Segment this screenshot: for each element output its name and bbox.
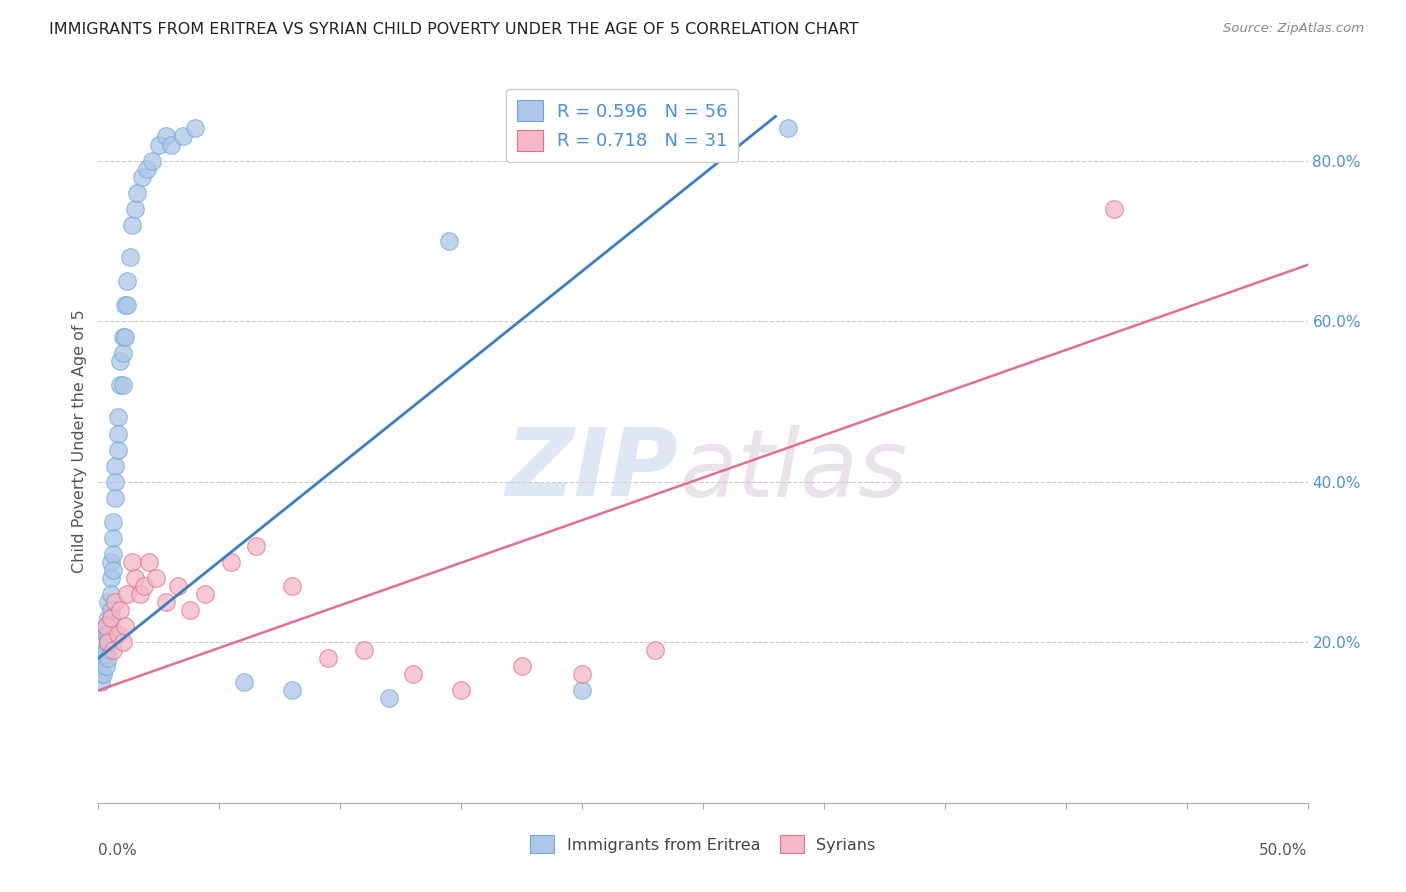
Text: 50.0%: 50.0% — [1260, 843, 1308, 857]
Point — [124, 202, 146, 216]
Point — [167, 579, 190, 593]
Point — [111, 330, 134, 344]
Point — [117, 587, 139, 601]
Point — [402, 667, 425, 681]
Point — [131, 169, 153, 184]
Point — [97, 611, 120, 625]
Point — [94, 659, 117, 673]
Point — [104, 595, 127, 609]
Point — [776, 121, 799, 136]
Point — [101, 563, 124, 577]
Point — [97, 595, 120, 609]
Point — [97, 651, 120, 665]
Point — [108, 378, 131, 392]
Point — [94, 627, 117, 641]
Point — [124, 571, 146, 585]
Text: 0.0%: 0.0% — [98, 843, 138, 857]
Point — [148, 137, 170, 152]
Point — [179, 603, 201, 617]
Point — [127, 186, 149, 200]
Point — [571, 683, 593, 698]
Point — [184, 121, 207, 136]
Point — [128, 587, 150, 601]
Point — [194, 587, 217, 601]
Point — [111, 378, 134, 392]
Point — [107, 410, 129, 425]
Point — [111, 346, 134, 360]
Point — [107, 426, 129, 441]
Point — [316, 651, 339, 665]
Point — [121, 555, 143, 569]
Point — [100, 555, 122, 569]
Point — [510, 659, 533, 673]
Text: atlas: atlas — [679, 425, 907, 516]
Point — [100, 587, 122, 601]
Point — [101, 643, 124, 657]
Point — [281, 683, 304, 698]
Point — [117, 274, 139, 288]
Point — [232, 675, 254, 690]
Point — [100, 619, 122, 633]
Point — [94, 619, 117, 633]
Point — [101, 547, 124, 561]
Point — [111, 635, 134, 649]
Text: Source: ZipAtlas.com: Source: ZipAtlas.com — [1223, 22, 1364, 36]
Point — [1102, 202, 1125, 216]
Point — [644, 643, 666, 657]
Point — [450, 683, 472, 698]
Point — [281, 579, 304, 593]
Point — [107, 627, 129, 641]
Point — [134, 579, 156, 593]
Point — [245, 539, 267, 553]
Point — [104, 491, 127, 505]
Point — [155, 595, 177, 609]
Point — [117, 298, 139, 312]
Point — [571, 667, 593, 681]
Point — [437, 234, 460, 248]
Point — [104, 475, 127, 489]
Point — [118, 250, 141, 264]
Point — [172, 129, 194, 144]
Point — [114, 298, 136, 312]
Text: ZIP: ZIP — [506, 425, 679, 516]
Point — [121, 218, 143, 232]
Point — [91, 651, 114, 665]
Point — [145, 571, 167, 585]
Point — [101, 515, 124, 529]
Point — [155, 129, 177, 144]
Point — [94, 619, 117, 633]
Point — [101, 531, 124, 545]
Point — [91, 635, 114, 649]
Y-axis label: Child Poverty Under the Age of 5: Child Poverty Under the Age of 5 — [72, 310, 87, 574]
Point — [91, 667, 114, 681]
Point — [108, 603, 131, 617]
Point — [160, 137, 183, 152]
Point — [138, 555, 160, 569]
Point — [104, 458, 127, 473]
Point — [97, 627, 120, 641]
Point — [90, 675, 112, 690]
Point — [114, 330, 136, 344]
Point — [90, 667, 112, 681]
Point — [97, 635, 120, 649]
Point — [135, 161, 157, 176]
Point — [353, 643, 375, 657]
Point — [100, 603, 122, 617]
Point — [141, 153, 163, 168]
Point — [97, 635, 120, 649]
Point — [100, 571, 122, 585]
Point — [107, 442, 129, 457]
Text: IMMIGRANTS FROM ERITREA VS SYRIAN CHILD POVERTY UNDER THE AGE OF 5 CORRELATION C: IMMIGRANTS FROM ERITREA VS SYRIAN CHILD … — [49, 22, 859, 37]
Point — [114, 619, 136, 633]
Point — [377, 691, 399, 706]
Point — [94, 643, 117, 657]
Point — [100, 611, 122, 625]
Point — [221, 555, 243, 569]
Legend: Immigrants from Eritrea, Syrians: Immigrants from Eritrea, Syrians — [524, 829, 882, 860]
Point — [108, 354, 131, 368]
